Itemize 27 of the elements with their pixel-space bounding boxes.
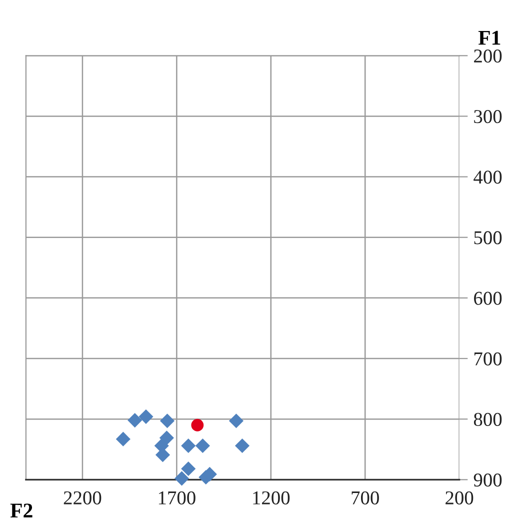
y-tick-label: 800 bbox=[474, 412, 502, 426]
y-tick-label: 200 bbox=[474, 49, 502, 63]
y-tick-label: 900 bbox=[474, 473, 502, 487]
x-tick-label: 1700 bbox=[158, 491, 196, 504]
point bbox=[116, 432, 130, 446]
point bbox=[128, 413, 142, 428]
x-tick-label: 700 bbox=[352, 491, 379, 504]
y-tick-label: 600 bbox=[474, 292, 502, 305]
point bbox=[155, 448, 170, 462]
x-tick-label: 2200 bbox=[64, 491, 102, 504]
point bbox=[195, 438, 210, 454]
x-axis-title: F2 bbox=[10, 504, 32, 518]
point bbox=[228, 414, 244, 428]
y-tick-label: 400 bbox=[474, 170, 502, 184]
x-tick-label: 200 bbox=[446, 491, 474, 504]
point bbox=[138, 409, 154, 424]
y-axis-title: F1 bbox=[478, 30, 500, 45]
point bbox=[181, 461, 196, 476]
point bbox=[160, 414, 175, 428]
y-tick-label: 500 bbox=[474, 231, 502, 244]
point bbox=[174, 471, 190, 486]
point bbox=[191, 418, 204, 432]
x-tick-label: 1200 bbox=[253, 491, 290, 504]
point bbox=[181, 438, 196, 454]
y-tick-label: 700 bbox=[474, 352, 502, 366]
point bbox=[234, 438, 250, 454]
y-tick-label: 300 bbox=[474, 110, 502, 124]
